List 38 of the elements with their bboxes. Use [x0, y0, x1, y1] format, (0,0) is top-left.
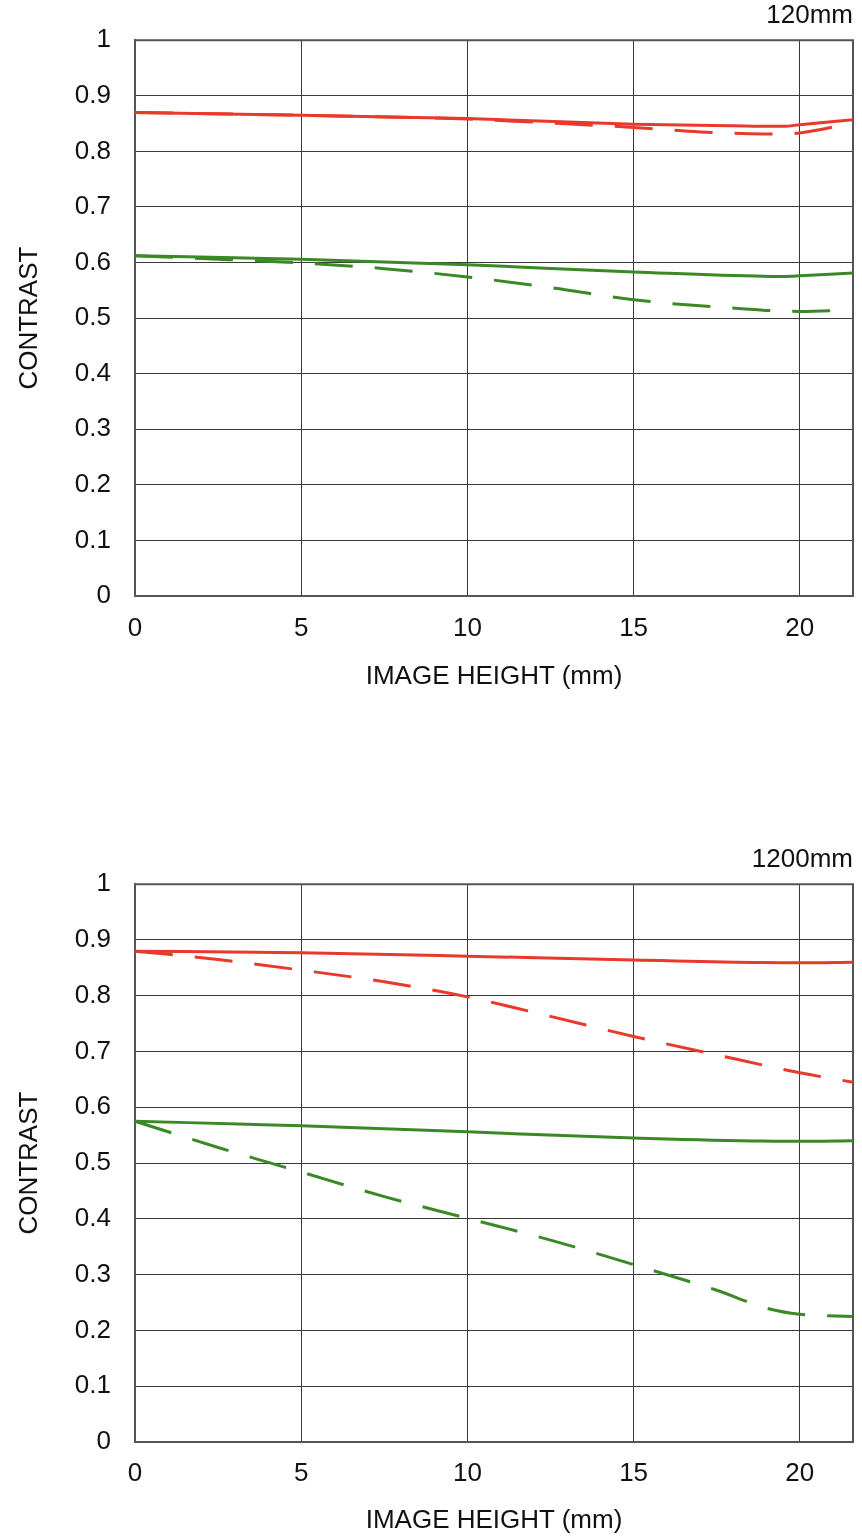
x-tick-label: 0: [127, 611, 143, 642]
y-tick-label: 0.5: [74, 1146, 111, 1177]
y-tick-label: 0.3: [74, 412, 111, 443]
y-tick-label: 0.4: [74, 356, 111, 387]
x-tick-label: 10: [452, 611, 482, 642]
x-tick-label: 20: [785, 611, 815, 642]
y-tick-label: 0.6: [74, 245, 111, 276]
y-tick-label: 0: [96, 1425, 111, 1456]
y-axis-title: CONTRAST: [12, 1091, 43, 1235]
x-tick-label: 5: [293, 1456, 309, 1487]
x-tick-label: 15: [619, 1456, 649, 1487]
y-tick-label: 0.3: [74, 1257, 111, 1288]
x-tick-label: 5: [293, 611, 309, 642]
x-tick-label: 15: [619, 611, 649, 642]
y-tick-label: 0.2: [74, 468, 111, 499]
y-tick-label: 0.2: [74, 1313, 111, 1344]
y-tick-label: 1: [96, 867, 111, 898]
chart-title: 120mm: [766, 0, 853, 29]
y-tick-label: 0.9: [74, 78, 111, 109]
x-axis-title: IMAGE HEIGHT (mm): [365, 1503, 623, 1534]
y-tick-label: 0.8: [74, 978, 111, 1009]
y-tick-label: 0.1: [74, 1369, 111, 1400]
x-tick-label: 0: [127, 1456, 143, 1487]
x-axis-title: IMAGE HEIGHT (mm): [365, 659, 623, 690]
y-tick-label: 0.7: [74, 190, 111, 221]
x-tick-label: 20: [785, 1456, 815, 1487]
y-tick-label: 0.1: [74, 523, 111, 554]
x-tick-label: 10: [452, 1456, 482, 1487]
y-tick-label: 0.4: [74, 1202, 111, 1233]
y-tick-label: 0.8: [74, 134, 111, 165]
y-tick-label: 1: [96, 23, 111, 54]
y-axis-title: CONTRAST: [12, 246, 43, 390]
y-tick-label: 0: [96, 579, 111, 610]
y-tick-label: 0.6: [74, 1090, 111, 1121]
y-tick-label: 0.5: [74, 301, 111, 332]
y-tick-label: 0.7: [74, 1034, 111, 1065]
y-tick-label: 0.9: [74, 923, 111, 954]
chart-title: 1200mm: [751, 842, 853, 873]
